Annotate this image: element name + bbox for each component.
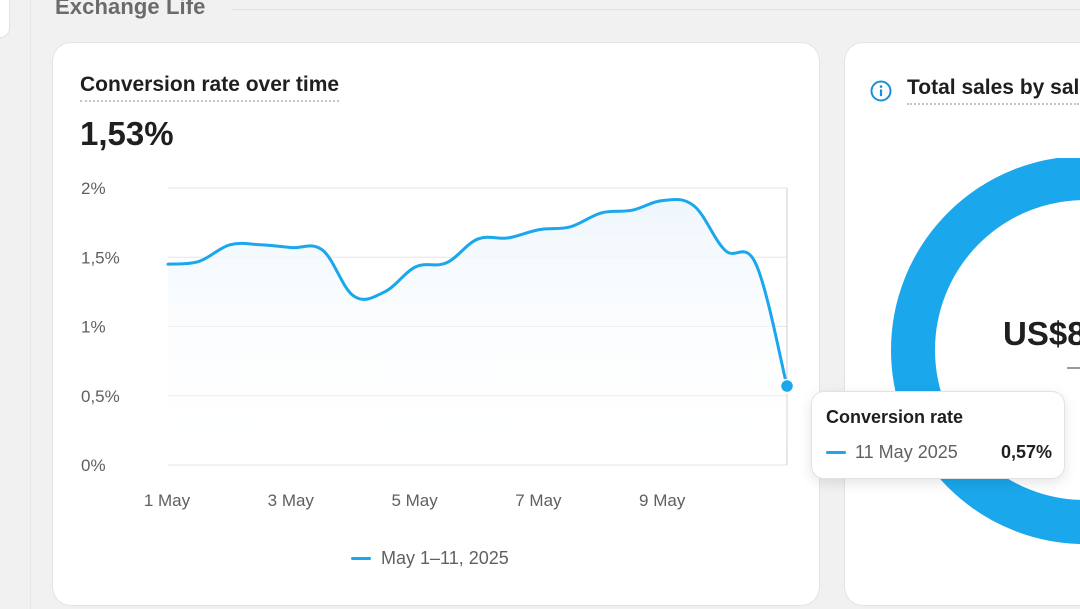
- y-tick-label: 1,5%: [81, 248, 120, 267]
- x-tick-label: 9 May: [639, 491, 686, 510]
- card-title[interactable]: Conversion rate over time: [80, 73, 340, 102]
- x-tick-label: 1 May: [144, 491, 191, 510]
- tooltip-row: 11 May 2025 0,57%: [826, 442, 1052, 463]
- left-divider: [30, 0, 31, 609]
- donut-center-divider: [1067, 367, 1080, 369]
- donut-center-value: US$8: [1003, 315, 1080, 352]
- section-rule: [232, 9, 1080, 10]
- y-tick-label: 2%: [81, 179, 106, 198]
- tooltip-date: 11 May 2025: [855, 442, 958, 462]
- y-tick-label: 0%: [81, 456, 106, 475]
- total-sales-card[interactable]: Total sales by sal US$8: [845, 43, 1080, 605]
- line-chart[interactable]: 0% 0,5% 1% 1,5% 2% 1 May 3 May 5 May 7 May 9 May: [53, 43, 819, 605]
- donut-chart[interactable]: [885, 158, 1080, 558]
- x-tick-label: 7 May: [515, 491, 562, 510]
- info-icon[interactable]: [870, 80, 892, 102]
- legend-label: May 1–11, 2025: [381, 548, 509, 568]
- chart-tooltip: Conversion rate 11 May 2025 0,57%: [812, 392, 1064, 478]
- legend-swatch: [351, 557, 371, 560]
- left-panel-edge: [0, 0, 10, 38]
- x-tick-label: 3 May: [268, 491, 315, 510]
- tooltip-swatch: [826, 451, 846, 454]
- donut-ring[interactable]: [891, 158, 1080, 544]
- tooltip-title: Conversion rate: [826, 407, 964, 427]
- current-value: 1,53%: [80, 115, 174, 152]
- tooltip-value: 0,57%: [1000, 442, 1052, 462]
- chart-legend[interactable]: May 1–11, 2025: [351, 548, 509, 569]
- y-tick-label: 0,5%: [81, 387, 120, 406]
- series-area: [168, 199, 787, 465]
- right-card-header: Total sales by sal: [870, 76, 1080, 105]
- conversion-rate-card[interactable]: Conversion rate over time 1,53% 0% 0,5% 1%…: [53, 43, 819, 605]
- y-tick-label: 1%: [81, 318, 106, 337]
- highlighted-point: [779, 378, 795, 394]
- right-card-title[interactable]: Total sales by sal: [907, 76, 1080, 105]
- series-line: [166, 198, 789, 388]
- x-tick-label: 5 May: [391, 491, 438, 510]
- section-title: Exchange Life: [55, 0, 206, 19]
